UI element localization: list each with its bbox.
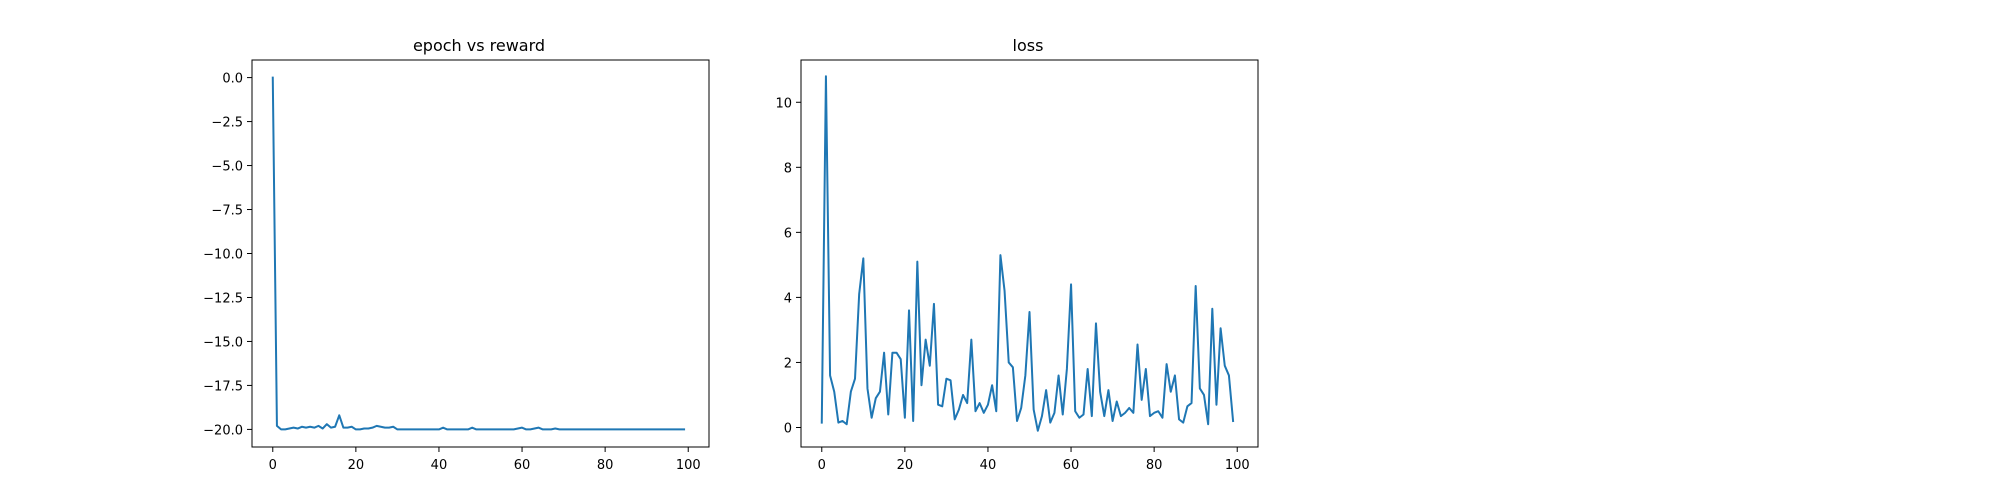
y-tick-label: 4 (784, 291, 792, 306)
plot-frame (251, 59, 710, 448)
series-line (820, 75, 1235, 432)
chart-panel-reward: epoch vs reward 0 20 40 60 80 100 0.0 −2.5 −5.0 −… (203, 36, 710, 473)
y-tick-label: −20.0 (203, 423, 243, 438)
x-tick-label: 0 (269, 458, 277, 473)
y-tick-label: 6 (784, 226, 792, 241)
y-tick-label: 8 (784, 161, 792, 176)
y-tick-label: −7.5 (211, 204, 243, 219)
plot-frame (800, 59, 1259, 448)
x-tick-label: 40 (980, 458, 997, 473)
y-tick-label: 2 (784, 356, 792, 371)
x-tick-label: 80 (1146, 458, 1163, 473)
series-line (271, 76, 686, 431)
x-tick-label: 80 (597, 458, 614, 473)
x-tick-label: 40 (431, 458, 448, 473)
chart-title: epoch vs reward (413, 36, 545, 55)
y-tick-label: 0.0 (222, 72, 243, 87)
chart-title: loss (1013, 36, 1044, 55)
x-tick-label: 20 (348, 458, 365, 473)
y-tick-label: 0 (784, 421, 792, 436)
x-tick-label: 100 (676, 458, 701, 473)
y-tick-label: 10 (775, 96, 792, 111)
x-tick-label: 20 (897, 458, 914, 473)
x-tick-label: 60 (514, 458, 531, 473)
x-tick-label: 0 (818, 458, 826, 473)
y-tick-label: −15.0 (203, 335, 243, 350)
x-tick-label: 60 (1063, 458, 1080, 473)
y-tick-label: −5.0 (211, 160, 243, 175)
y-tick-label: −2.5 (211, 116, 243, 131)
x-tick-label: 100 (1225, 458, 1250, 473)
y-tick-label: −10.0 (203, 248, 243, 263)
y-tick-label: −17.5 (203, 379, 243, 394)
y-tick-label: −12.5 (203, 291, 243, 306)
chart-panel-loss: loss 0 20 40 60 80 100 0 2 4 6 8 10 (775, 36, 1259, 473)
